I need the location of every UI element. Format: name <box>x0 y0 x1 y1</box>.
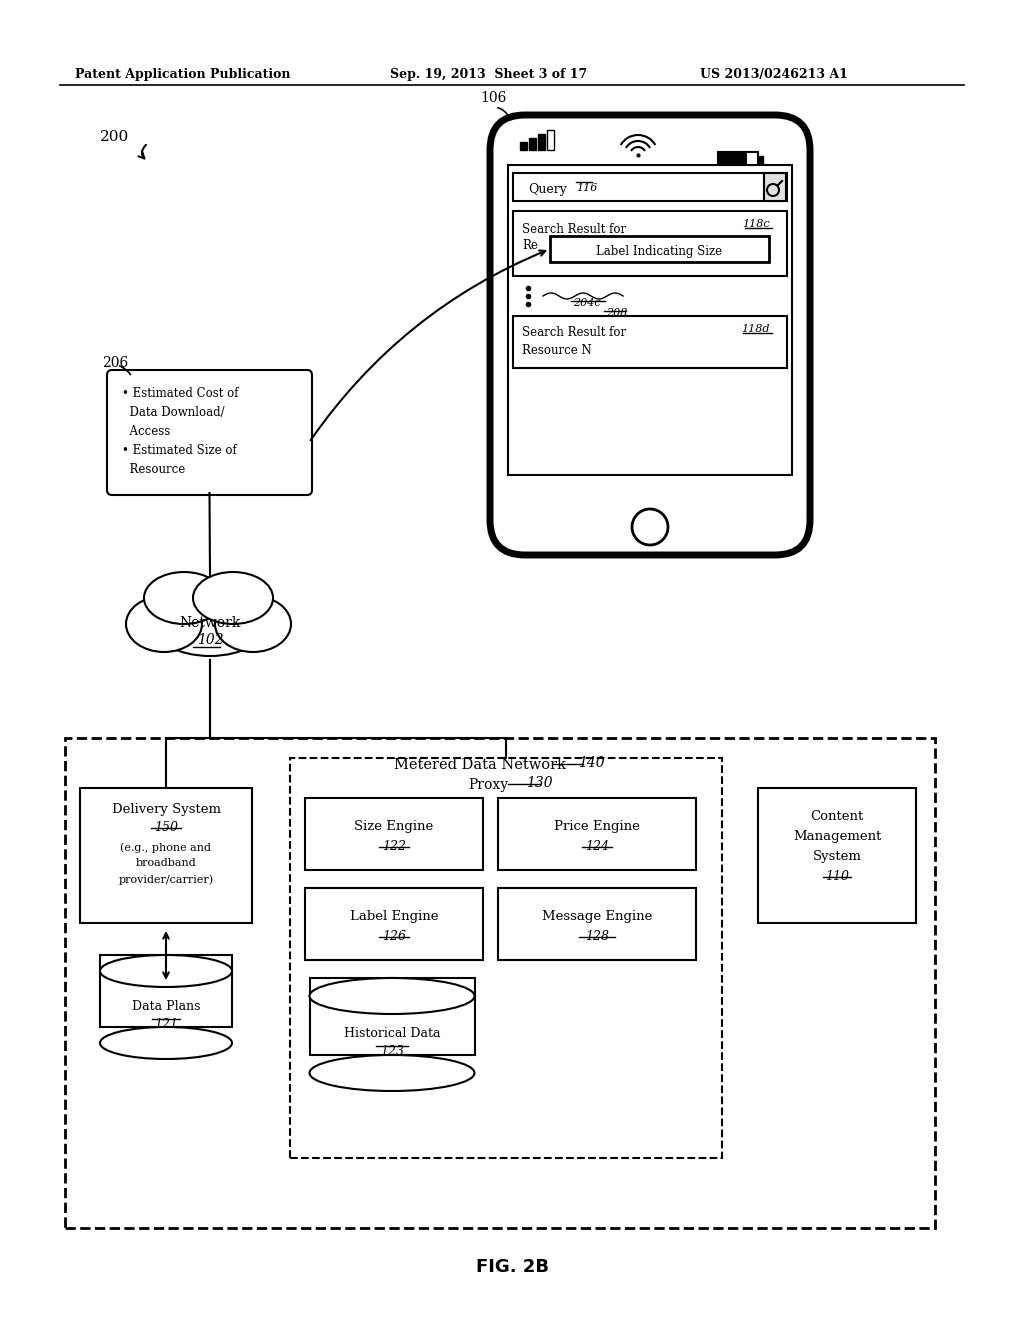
Text: US 2013/0246213 A1: US 2013/0246213 A1 <box>700 69 848 81</box>
Ellipse shape <box>215 597 291 652</box>
FancyBboxPatch shape <box>106 370 312 495</box>
Bar <box>764 173 786 201</box>
Bar <box>100 954 232 1027</box>
Text: 102: 102 <box>197 634 223 647</box>
Text: Patent Application Publication: Patent Application Publication <box>75 69 291 81</box>
Text: Search Result for: Search Result for <box>522 223 626 236</box>
Text: 123: 123 <box>380 1045 404 1059</box>
Text: Search Result for: Search Result for <box>522 326 626 339</box>
Ellipse shape <box>100 954 232 987</box>
Text: provider/carrier): provider/carrier) <box>119 874 214 884</box>
Bar <box>550 236 769 261</box>
Bar <box>65 738 935 1228</box>
Text: 204c: 204c <box>573 298 601 308</box>
Bar <box>513 173 787 201</box>
Text: 206: 206 <box>102 356 128 370</box>
Ellipse shape <box>193 572 273 624</box>
Text: 121: 121 <box>154 1019 178 1031</box>
Bar <box>520 143 527 150</box>
Text: System: System <box>813 850 861 863</box>
Ellipse shape <box>148 579 272 656</box>
Bar <box>538 135 545 150</box>
Text: 116: 116 <box>575 183 597 193</box>
Text: 208: 208 <box>606 308 628 318</box>
Text: Resource N: Resource N <box>522 345 592 356</box>
Text: • Estimated Cost of
  Data Download/
  Access
• Estimated Size of
  Resource: • Estimated Cost of Data Download/ Acces… <box>122 387 239 477</box>
FancyBboxPatch shape <box>490 115 810 554</box>
Bar <box>513 315 787 368</box>
Bar <box>305 799 483 870</box>
Text: Label Engine: Label Engine <box>350 909 438 923</box>
Text: 126: 126 <box>382 931 406 942</box>
Ellipse shape <box>144 572 224 624</box>
Text: Delivery System: Delivery System <box>112 803 220 816</box>
Text: 118d: 118d <box>741 323 770 334</box>
Bar <box>718 152 758 168</box>
Bar <box>80 788 252 923</box>
Text: 124: 124 <box>585 840 609 853</box>
Text: 110: 110 <box>825 870 849 883</box>
Bar <box>498 799 696 870</box>
Bar <box>290 758 722 1158</box>
Text: 150: 150 <box>154 821 178 834</box>
Text: 122: 122 <box>382 840 406 853</box>
Bar <box>758 788 916 923</box>
Bar <box>309 978 474 1055</box>
Text: 200: 200 <box>100 129 129 144</box>
Bar <box>508 165 792 475</box>
Text: Query: Query <box>528 183 567 197</box>
Text: Label Indicating Size: Label Indicating Size <box>596 244 723 257</box>
Bar <box>498 888 696 960</box>
Ellipse shape <box>309 1055 474 1092</box>
Ellipse shape <box>126 597 202 652</box>
Bar <box>529 139 536 150</box>
Text: (e.g., phone and: (e.g., phone and <box>121 842 212 853</box>
Text: Re: Re <box>522 239 538 252</box>
Ellipse shape <box>309 978 474 1014</box>
Text: 140: 140 <box>578 756 604 770</box>
Text: Price Engine: Price Engine <box>554 820 640 833</box>
Bar <box>513 211 787 276</box>
Text: Sep. 19, 2013  Sheet 3 of 17: Sep. 19, 2013 Sheet 3 of 17 <box>390 69 587 81</box>
Text: Data Plans: Data Plans <box>132 1001 201 1014</box>
Bar <box>547 129 554 150</box>
Text: FIG. 2B: FIG. 2B <box>475 1258 549 1276</box>
Text: Historical Data: Historical Data <box>344 1027 440 1040</box>
Text: broadband: broadband <box>135 858 197 869</box>
Text: Management: Management <box>793 830 882 843</box>
Text: 130: 130 <box>526 776 553 789</box>
Ellipse shape <box>100 1027 232 1059</box>
Text: Proxy: Proxy <box>468 777 508 792</box>
Bar <box>759 156 763 164</box>
Text: Size Engine: Size Engine <box>354 820 433 833</box>
Text: Message Engine: Message Engine <box>542 909 652 923</box>
Bar <box>719 153 746 168</box>
Text: 118c: 118c <box>742 219 770 228</box>
Text: Content: Content <box>810 810 863 822</box>
Bar <box>305 888 483 960</box>
Text: 106: 106 <box>480 91 507 106</box>
Text: Metered Data Network: Metered Data Network <box>394 758 566 772</box>
Text: 128: 128 <box>585 931 609 942</box>
Text: Network: Network <box>179 616 241 630</box>
